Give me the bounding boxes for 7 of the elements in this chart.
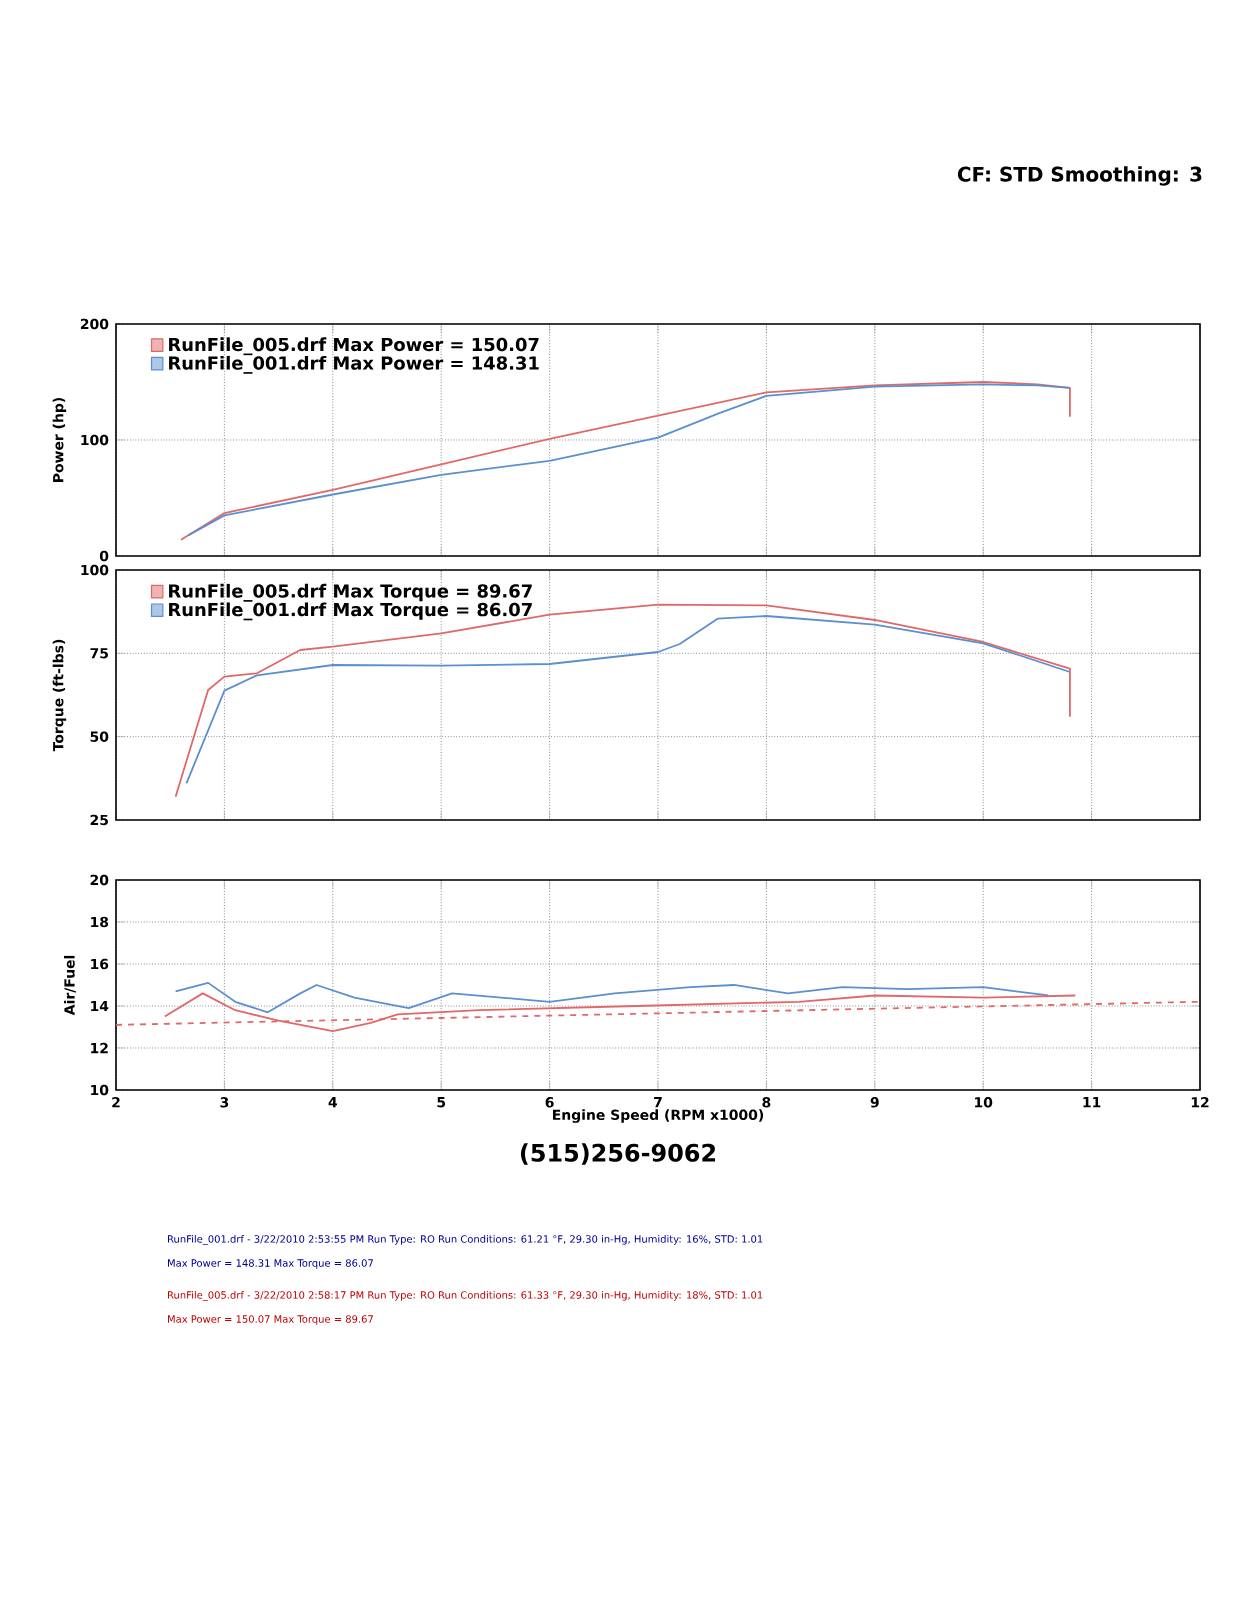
legend-label: RunFile_001.drf Max Torque = 86.07 xyxy=(169,602,532,621)
legend-label: RunFile_005.drf Max Power = 150.07 xyxy=(169,337,539,356)
text: (515)256-9062 xyxy=(520,1143,716,1165)
text: CF: STD Smoothing: 3 xyxy=(957,166,1202,186)
legend-label: RunFile_001.drf Max Power = 148.31 xyxy=(169,355,539,374)
line-series xyxy=(174,981,1050,1014)
legend-label: RunFile_005.drf Max Torque = 89.67 xyxy=(169,583,532,602)
